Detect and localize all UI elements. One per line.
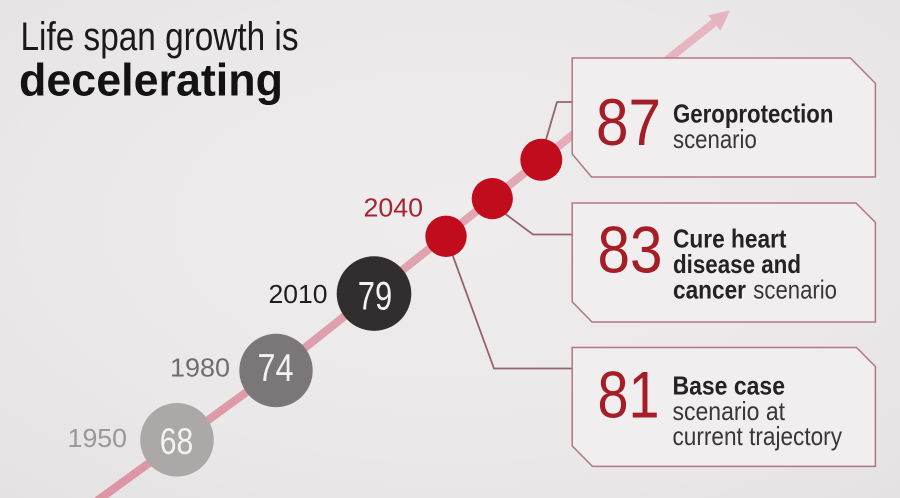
svg-text:Life span growth is: Life span growth is [21,15,299,59]
svg-text:87: 87 [596,86,661,159]
svg-text:Base case: Base case [673,371,786,401]
svg-text:scenario at: scenario at [673,396,786,426]
svg-text:disease and: disease and [673,249,801,279]
svg-text:79: 79 [358,275,392,319]
svg-text:current trajectory: current trajectory [673,421,843,451]
svg-text:1950: 1950 [68,423,127,453]
svg-text:2040: 2040 [364,195,424,223]
svg-text:scenario: scenario [753,274,837,304]
svg-text:68: 68 [160,421,194,462]
svg-text:83: 83 [598,213,663,286]
svg-text:2010: 2010 [269,279,328,309]
svg-text:Geroprotection: Geroprotection [673,98,833,128]
svg-text:scenario: scenario [673,124,757,154]
svg-text:decelerating: decelerating [19,55,283,106]
svg-text:74: 74 [258,347,294,390]
svg-text:cancer: cancer [673,274,746,304]
svg-text:1980: 1980 [170,352,230,382]
svg-text:81: 81 [598,359,660,432]
svg-text:Cure heart: Cure heart [673,224,787,254]
